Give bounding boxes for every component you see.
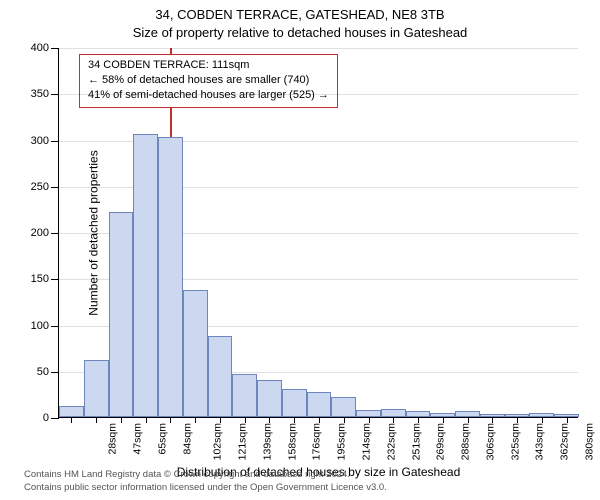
x-tick: [121, 417, 122, 423]
x-tick: [294, 417, 295, 423]
x-tick: [344, 417, 345, 423]
x-tick-label: 28sqm: [107, 423, 119, 455]
histogram-bar: [183, 290, 208, 417]
histogram-bar: [59, 406, 84, 417]
y-tick-label: 150: [31, 273, 49, 285]
histogram-bar: [331, 397, 356, 417]
y-tick-label: 400: [31, 42, 49, 54]
x-tick: [170, 417, 171, 423]
x-tick: [96, 417, 97, 423]
x-tick: [146, 417, 147, 423]
x-tick-label: 158sqm: [286, 423, 298, 460]
gridline: [59, 94, 578, 95]
histogram-bar: [84, 360, 109, 417]
y-tick: [51, 233, 59, 234]
x-tick-label: 84sqm: [181, 423, 193, 455]
y-tick-label: 250: [31, 181, 49, 193]
annotation-box: 34 COBDEN TERRACE: 111sqm ← 58% of detac…: [79, 54, 338, 108]
x-tick: [443, 417, 444, 423]
annotation-line2: ← 58% of detached houses are smaller (74…: [88, 73, 329, 88]
y-tick-label: 50: [37, 366, 49, 378]
y-tick: [51, 279, 59, 280]
caption-line2: Contains public sector information licen…: [24, 482, 387, 494]
y-tick: [51, 372, 59, 373]
footer-caption: Contains HM Land Registry data © Crown c…: [24, 469, 387, 494]
y-tick: [51, 187, 59, 188]
x-tick-label: 362sqm: [558, 423, 570, 460]
x-tick-label: 121sqm: [237, 423, 249, 460]
y-tick-label: 200: [31, 227, 49, 239]
y-tick: [51, 326, 59, 327]
y-tick-label: 0: [43, 412, 49, 424]
x-tick-label: 176sqm: [311, 423, 323, 460]
x-tick: [245, 417, 246, 423]
x-tick: [369, 417, 370, 423]
histogram-bar: [307, 392, 332, 417]
x-tick-label: 269sqm: [435, 423, 447, 460]
histogram-bar: [208, 336, 233, 417]
x-tick: [269, 417, 270, 423]
x-tick-label: 102sqm: [212, 423, 224, 460]
x-tick: [517, 417, 518, 423]
histogram-chart: Number of detached properties Distributi…: [58, 48, 578, 418]
histogram-bar: [257, 380, 282, 417]
chart-title-main: 34, COBDEN TERRACE, GATESHEAD, NE8 3TB: [0, 6, 600, 24]
x-tick: [542, 417, 543, 423]
x-tick-label: 195sqm: [336, 423, 348, 460]
x-tick: [492, 417, 493, 423]
y-tick: [51, 94, 59, 95]
histogram-bar: [158, 137, 183, 417]
x-tick-label: 65sqm: [156, 423, 168, 455]
histogram-bar: [381, 409, 406, 417]
x-tick: [195, 417, 196, 423]
y-tick-label: 100: [31, 320, 49, 332]
x-tick-label: 47sqm: [132, 423, 144, 455]
y-tick: [51, 141, 59, 142]
x-tick-label: 288sqm: [459, 423, 471, 460]
x-tick: [567, 417, 568, 423]
histogram-bar: [356, 410, 381, 417]
annotation-line1: 34 COBDEN TERRACE: 111sqm: [88, 58, 329, 73]
caption-line1: Contains HM Land Registry data © Crown c…: [24, 469, 387, 481]
x-tick: [468, 417, 469, 423]
x-tick-label: 343sqm: [534, 423, 546, 460]
x-tick: [71, 417, 72, 423]
y-tick-label: 300: [31, 135, 49, 147]
chart-title-block: 34, COBDEN TERRACE, GATESHEAD, NE8 3TB S…: [0, 0, 600, 41]
histogram-bar: [282, 389, 307, 417]
y-tick: [51, 418, 59, 419]
x-tick-label: 380sqm: [583, 423, 595, 460]
x-tick-label: 325sqm: [509, 423, 521, 460]
histogram-bar: [232, 374, 257, 417]
x-tick-label: 214sqm: [360, 423, 372, 460]
y-tick: [51, 48, 59, 49]
chart-title-sub: Size of property relative to detached ho…: [0, 24, 600, 42]
y-tick-label: 350: [31, 88, 49, 100]
histogram-bar: [133, 134, 158, 417]
gridline: [59, 48, 578, 49]
x-tick-label: 306sqm: [484, 423, 496, 460]
x-tick: [393, 417, 394, 423]
x-tick-label: 139sqm: [261, 423, 273, 460]
x-tick: [319, 417, 320, 423]
histogram-bar: [109, 212, 134, 417]
plot-area: Number of detached properties Distributi…: [58, 48, 578, 418]
x-tick: [220, 417, 221, 423]
x-tick-label: 251sqm: [410, 423, 422, 460]
x-tick-label: 232sqm: [385, 423, 397, 460]
x-tick: [418, 417, 419, 423]
